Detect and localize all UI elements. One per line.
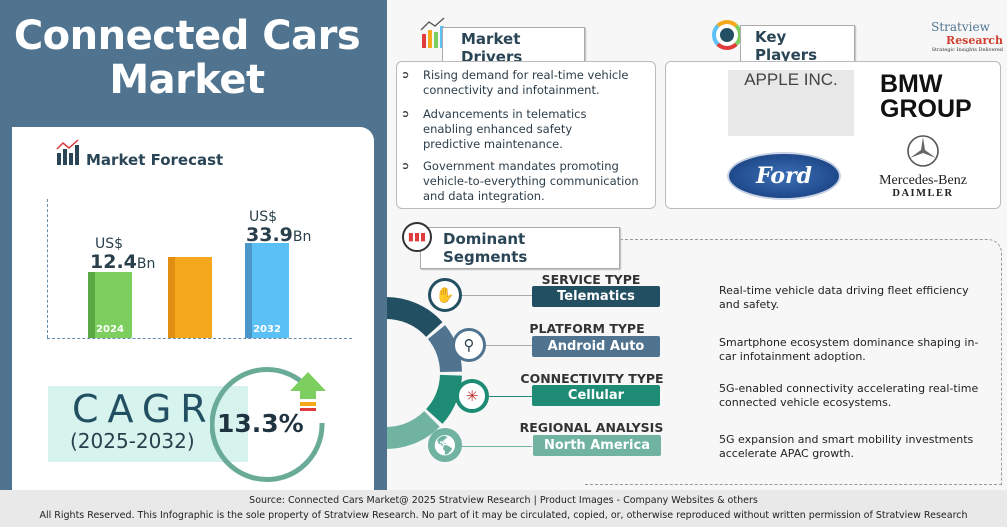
page-title: Connected Cars Market [0, 14, 374, 102]
bar-2032-prefix: US$ [249, 209, 278, 225]
mercedes-star-icon [907, 135, 939, 167]
bmw-logo: BMW GROUP [880, 70, 972, 123]
bar-2024-value: 12.4Bn [90, 251, 156, 273]
stratview-logo: Stratview Research Strategic Insights De… [931, 20, 1003, 53]
growth-arrow-icon [290, 372, 326, 411]
globe-icon: 🌎︎ [428, 428, 462, 462]
chart-icon [56, 139, 79, 165]
x-axis [47, 338, 352, 339]
ring-segment [427, 325, 462, 373]
apple-logo: APPLE INC. [728, 70, 854, 136]
segments-icon: ▮▮▮ [402, 222, 432, 252]
key-players-icon [712, 20, 742, 50]
driver-item: ➲ Government mandates promoting vehicle-t… [401, 159, 639, 203]
title-line-1: Connected Cars [13, 13, 361, 59]
ford-logo: Ford [727, 152, 841, 200]
y-axis [47, 199, 48, 338]
segment-heading: PLATFORM TYPE [529, 321, 645, 336]
segment-value: Android Auto [532, 336, 660, 357]
cagr-period: (2025-2032) [70, 429, 195, 453]
key-players-heading: Key Players [740, 25, 855, 67]
cagr-label: CAGR [72, 387, 216, 431]
bar-2024-prefix: US$ [95, 236, 124, 252]
cellular-network-icon: ✳ [455, 379, 489, 413]
segment-heading: CONNECTIVITY TYPE [520, 371, 664, 386]
cagr-box [48, 386, 248, 462]
bar-2024: 2024 [88, 272, 132, 338]
segment-description: 5G-enabled connectivity accelerating rea… [719, 382, 979, 409]
forecast-heading: Market Forecast [86, 151, 224, 169]
ring-segment [379, 411, 440, 449]
bar-year-label: 2024 [96, 324, 124, 335]
segment-ring [379, 296, 462, 449]
title-line-2: Market [109, 57, 265, 103]
segment-value: Telematics [532, 286, 660, 307]
ring-segment [383, 296, 443, 337]
bar-2032-value: 33.9Bn [246, 224, 312, 246]
segment-description: Real-time vehicle data driving fleet eff… [719, 284, 969, 311]
key-players-panel: APPLE INC. BMW GROUP Ford Mercedes-Benz D… [665, 61, 1001, 209]
footer-rights: All Rights Reserved. This Infographic is… [39, 510, 968, 521]
forecast-card: Market Forecast 2024 2032 US$ 12.4Bn US$… [12, 127, 374, 490]
bar-2032: 2032 [245, 243, 289, 338]
footer: Source: Connected Cars Market@ 2025 Stra… [0, 490, 1007, 527]
telematics-icon: ✋ [428, 278, 462, 312]
cagr-value: 13.3% [217, 409, 304, 438]
segment-description: Smartphone ecosystem dominance shaping i… [719, 336, 979, 363]
segment-heading: SERVICE TYPE [541, 272, 641, 287]
segment-value: North America [533, 435, 661, 456]
segment-description: 5G expansion and smart mobility investme… [719, 433, 974, 460]
android-auto-icon: ⚲ [452, 328, 486, 362]
footer-source: Source: Connected Cars Market@ 2025 Stra… [249, 495, 758, 506]
bar-year-label: 2032 [253, 324, 281, 335]
cagr-ring [210, 367, 325, 483]
segment-heading: REGIONAL ANALYSIS [519, 420, 664, 435]
bar-middle [168, 257, 212, 338]
segment-value: Cellular [532, 385, 660, 406]
mercedes-logo: Mercedes-Benz DAIMLER [858, 134, 988, 199]
driver-item: ➲ Rising demand for real-time vehicle con… [401, 68, 629, 97]
arrow-bullet-icon: ➲ [401, 109, 410, 120]
driver-item: ➲ Advancements in telematics enabling enh… [401, 107, 587, 151]
segments-heading: Dominant Segments [420, 227, 620, 269]
drivers-panel: ➲ Rising demand for real-time vehicle con… [396, 61, 656, 209]
plot-area: 2024 2032 [47, 199, 352, 338]
left-panel: Connected Cars Market Market Forecast 20… [0, 0, 387, 490]
arrow-bullet-icon: ➲ [401, 70, 410, 81]
segments-dashed-bottom [585, 484, 1002, 485]
segments-dashed-frame [620, 239, 1002, 485]
arrow-bullet-icon: ➲ [401, 161, 410, 172]
ring-segment [426, 374, 462, 424]
